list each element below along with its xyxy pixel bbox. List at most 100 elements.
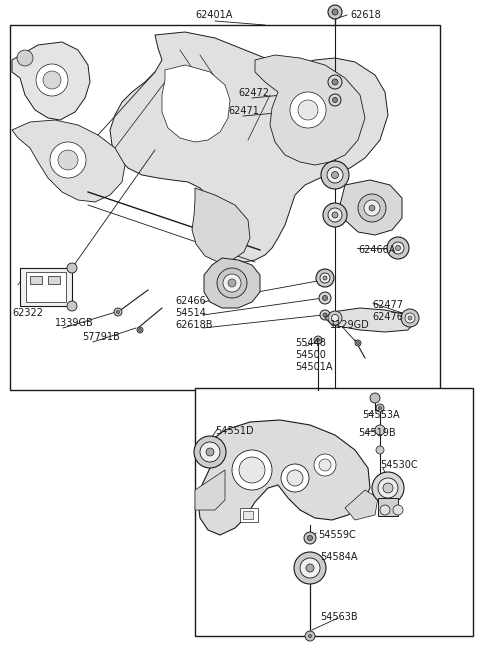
Circle shape <box>333 97 337 102</box>
Bar <box>26 272 66 302</box>
Circle shape <box>194 436 226 468</box>
Circle shape <box>305 631 315 641</box>
Circle shape <box>58 150 78 170</box>
Circle shape <box>392 242 404 254</box>
Circle shape <box>408 316 412 320</box>
Circle shape <box>306 564 314 572</box>
Circle shape <box>114 308 122 316</box>
Circle shape <box>329 94 341 106</box>
Circle shape <box>43 71 61 89</box>
Circle shape <box>319 459 331 471</box>
Text: 54514: 54514 <box>175 308 206 318</box>
Circle shape <box>323 313 327 317</box>
Circle shape <box>370 393 380 403</box>
Polygon shape <box>192 188 250 262</box>
Circle shape <box>323 276 327 280</box>
Circle shape <box>376 446 384 454</box>
Circle shape <box>137 327 143 333</box>
Circle shape <box>50 142 86 178</box>
Circle shape <box>320 273 330 283</box>
Circle shape <box>314 336 322 344</box>
Polygon shape <box>345 490 378 520</box>
Circle shape <box>320 310 330 320</box>
Text: 62401A: 62401A <box>195 10 232 20</box>
Polygon shape <box>325 308 415 332</box>
Circle shape <box>281 464 309 492</box>
Polygon shape <box>110 32 388 262</box>
Text: 62322: 62322 <box>12 308 43 318</box>
Circle shape <box>287 470 303 486</box>
Circle shape <box>383 483 393 493</box>
Circle shape <box>308 535 312 540</box>
Circle shape <box>328 311 342 325</box>
Text: 62476: 62476 <box>372 312 403 322</box>
Circle shape <box>327 167 343 183</box>
Text: 62472: 62472 <box>238 88 269 98</box>
Circle shape <box>332 212 338 218</box>
Text: 54500: 54500 <box>295 350 326 360</box>
Circle shape <box>228 279 236 287</box>
Text: 54584A: 54584A <box>320 552 358 562</box>
Text: 62466A: 62466A <box>358 245 396 255</box>
Text: 1129GD: 1129GD <box>330 320 370 330</box>
Polygon shape <box>198 420 370 535</box>
Bar <box>240 508 258 522</box>
Circle shape <box>200 442 220 462</box>
Circle shape <box>316 269 334 287</box>
Circle shape <box>332 172 338 178</box>
Polygon shape <box>12 42 90 120</box>
Circle shape <box>298 100 318 120</box>
Text: 54553A: 54553A <box>362 410 400 420</box>
Polygon shape <box>162 65 230 142</box>
Polygon shape <box>204 258 260 308</box>
Text: 54563B: 54563B <box>320 612 358 622</box>
Circle shape <box>139 329 142 332</box>
Text: 62471: 62471 <box>228 106 259 116</box>
Circle shape <box>375 425 385 435</box>
Circle shape <box>314 454 336 476</box>
Circle shape <box>369 205 375 211</box>
Circle shape <box>355 340 361 346</box>
Circle shape <box>232 450 272 490</box>
Circle shape <box>304 532 316 544</box>
Circle shape <box>206 448 214 456</box>
Text: 62466: 62466 <box>175 296 206 306</box>
Circle shape <box>387 237 409 259</box>
Text: 1339GB: 1339GB <box>55 318 94 328</box>
Circle shape <box>223 274 241 292</box>
Circle shape <box>328 208 342 222</box>
Circle shape <box>376 404 384 412</box>
Circle shape <box>36 64 68 96</box>
Circle shape <box>323 295 327 301</box>
Polygon shape <box>255 55 365 165</box>
Circle shape <box>332 9 338 15</box>
Circle shape <box>294 552 326 584</box>
Text: 54559C: 54559C <box>318 530 356 540</box>
Bar <box>243 511 253 519</box>
Circle shape <box>323 203 347 227</box>
Circle shape <box>300 558 320 578</box>
Text: 54530C: 54530C <box>380 460 418 470</box>
Circle shape <box>17 50 33 66</box>
Text: 54519B: 54519B <box>358 428 396 438</box>
Circle shape <box>117 310 120 314</box>
Bar <box>48 276 60 284</box>
Circle shape <box>319 292 331 304</box>
Circle shape <box>290 92 326 128</box>
Text: 57791B: 57791B <box>82 332 120 342</box>
Circle shape <box>405 313 415 323</box>
Polygon shape <box>340 180 402 235</box>
Circle shape <box>316 338 320 341</box>
Circle shape <box>239 457 265 483</box>
Polygon shape <box>195 470 225 510</box>
Circle shape <box>332 314 338 321</box>
Text: 62477: 62477 <box>372 300 403 310</box>
Text: 55448: 55448 <box>295 338 326 348</box>
Polygon shape <box>12 120 125 202</box>
Circle shape <box>379 406 382 410</box>
Circle shape <box>217 268 247 298</box>
Circle shape <box>309 634 312 638</box>
Circle shape <box>396 246 400 251</box>
Circle shape <box>401 309 419 327</box>
Circle shape <box>67 263 77 273</box>
